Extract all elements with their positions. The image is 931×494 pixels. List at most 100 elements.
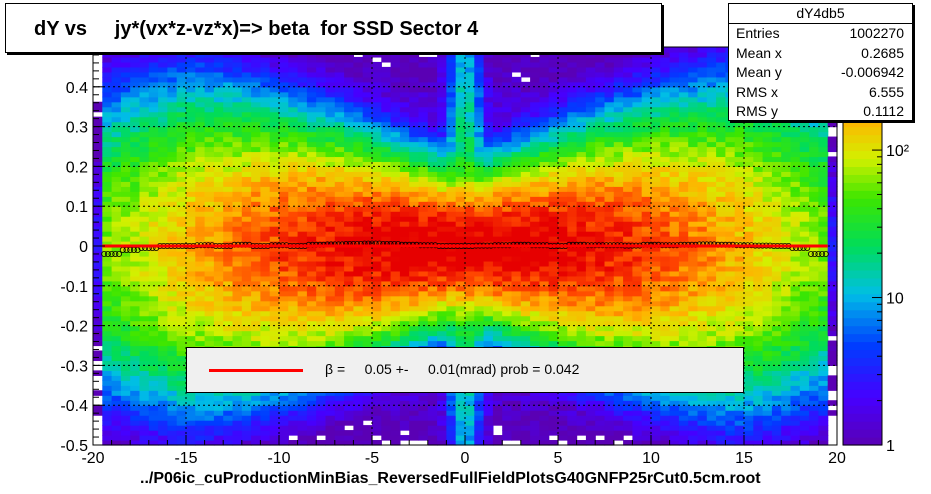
heatmap-cell <box>148 285 159 292</box>
heatmap-cell <box>418 81 429 88</box>
heatmap-cell <box>632 161 643 167</box>
heatmap-cell <box>372 146 382 153</box>
heatmap-cell <box>297 420 308 426</box>
heatmap-cell <box>195 221 206 227</box>
heatmap-cell <box>288 300 299 307</box>
heatmap-cell <box>483 121 494 128</box>
heatmap-cell <box>111 430 122 436</box>
heatmap-cell <box>148 131 159 138</box>
heatmap-cell <box>427 156 438 163</box>
heatmap-cell <box>288 76 299 83</box>
heatmap-cell <box>167 255 178 262</box>
heatmap-cell <box>539 81 550 88</box>
heatmap-cell <box>576 290 587 297</box>
heatmap-cell <box>511 226 522 232</box>
heatmap-cell <box>585 216 596 222</box>
heatmap-cell <box>576 330 587 337</box>
heatmap-cell <box>595 410 606 416</box>
heatmap-cell <box>651 131 661 138</box>
heatmap-cell <box>632 136 643 143</box>
heatmap-cell <box>492 61 503 68</box>
heatmap-cell <box>641 176 652 182</box>
heatmap-cell <box>558 435 568 441</box>
heatmap-cell <box>632 186 643 192</box>
heatmap-cell <box>548 340 559 347</box>
heatmap-cell <box>176 136 187 143</box>
heatmap-cell <box>111 141 122 148</box>
heatmap-cell <box>567 320 578 327</box>
heatmap-cell <box>558 300 568 307</box>
heatmap-cell <box>530 121 540 128</box>
heatmap-cell <box>623 440 633 446</box>
heatmap-cell <box>381 236 392 242</box>
heatmap-cell <box>511 151 522 158</box>
heatmap-cell <box>167 56 178 63</box>
heatmap-cell <box>362 181 373 187</box>
heatmap-cell <box>585 435 596 441</box>
heatmap-cell <box>186 66 196 73</box>
heatmap-cell <box>297 61 308 68</box>
heatmap-cell <box>613 270 624 277</box>
heatmap-cell <box>623 290 633 297</box>
heatmap-cell <box>353 290 364 297</box>
heatmap-cell <box>334 76 345 83</box>
heatmap-cell <box>409 295 420 302</box>
heatmap-cell <box>409 66 420 73</box>
heatmap-cell <box>539 315 550 322</box>
heatmap-cell <box>241 425 252 431</box>
heatmap-cell <box>186 76 196 83</box>
heatmap-cell <box>204 400 215 406</box>
heatmap-cell <box>353 146 364 153</box>
heatmap-cell <box>204 56 215 63</box>
heatmap-cell <box>120 355 131 362</box>
heatmap-cell <box>465 221 475 227</box>
heatmap-cell <box>530 270 540 277</box>
heatmap-cell <box>455 51 466 58</box>
heatmap-cell <box>651 181 661 187</box>
heatmap-cell <box>148 226 159 232</box>
heatmap-cell <box>539 325 550 332</box>
heatmap-cell <box>558 410 568 416</box>
heatmap-cell <box>269 295 280 302</box>
heatmap-cell <box>297 141 308 148</box>
heatmap-cell <box>334 305 345 312</box>
heatmap-cell <box>539 156 550 163</box>
heatmap-cell <box>120 181 131 187</box>
heatmap-cell <box>120 360 131 366</box>
heatmap-cell <box>139 136 150 143</box>
heatmap-cell <box>548 226 559 232</box>
heatmap-cell <box>186 231 196 237</box>
heatmap-cell <box>437 106 447 113</box>
heatmap-cell <box>446 405 457 411</box>
heatmap-cell <box>306 320 317 327</box>
heatmap-cell <box>651 410 661 416</box>
heatmap-cell <box>465 191 475 197</box>
heatmap-cell <box>381 231 392 237</box>
heatmap-cell <box>492 141 503 148</box>
heatmap-cell <box>660 231 671 237</box>
heatmap-cell <box>372 270 382 277</box>
heatmap-cell <box>102 345 113 352</box>
heatmap-cell <box>427 146 438 153</box>
heatmap-cell <box>567 101 578 108</box>
heatmap-cell <box>530 390 540 396</box>
heatmap-cell <box>511 425 522 431</box>
heatmap-cell <box>502 295 513 302</box>
heatmap-cell <box>158 221 168 227</box>
heatmap-cell <box>204 325 215 332</box>
heatmap-cell <box>334 106 345 113</box>
heatmap-cell <box>297 131 308 138</box>
heatmap-cell <box>325 126 336 133</box>
heatmap-cell <box>660 71 671 78</box>
heatmap-cell <box>269 330 280 337</box>
heatmap-cell <box>632 191 643 197</box>
heatmap-cell <box>213 206 224 212</box>
heatmap-cell <box>613 305 624 312</box>
heatmap-cell <box>260 265 271 272</box>
heatmap-cell <box>511 285 522 292</box>
heatmap-cell <box>623 131 633 138</box>
heatmap-cell <box>511 126 522 133</box>
heatmap-cell <box>511 136 522 143</box>
heatmap-cell <box>437 250 447 257</box>
heatmap-cell <box>316 81 327 88</box>
